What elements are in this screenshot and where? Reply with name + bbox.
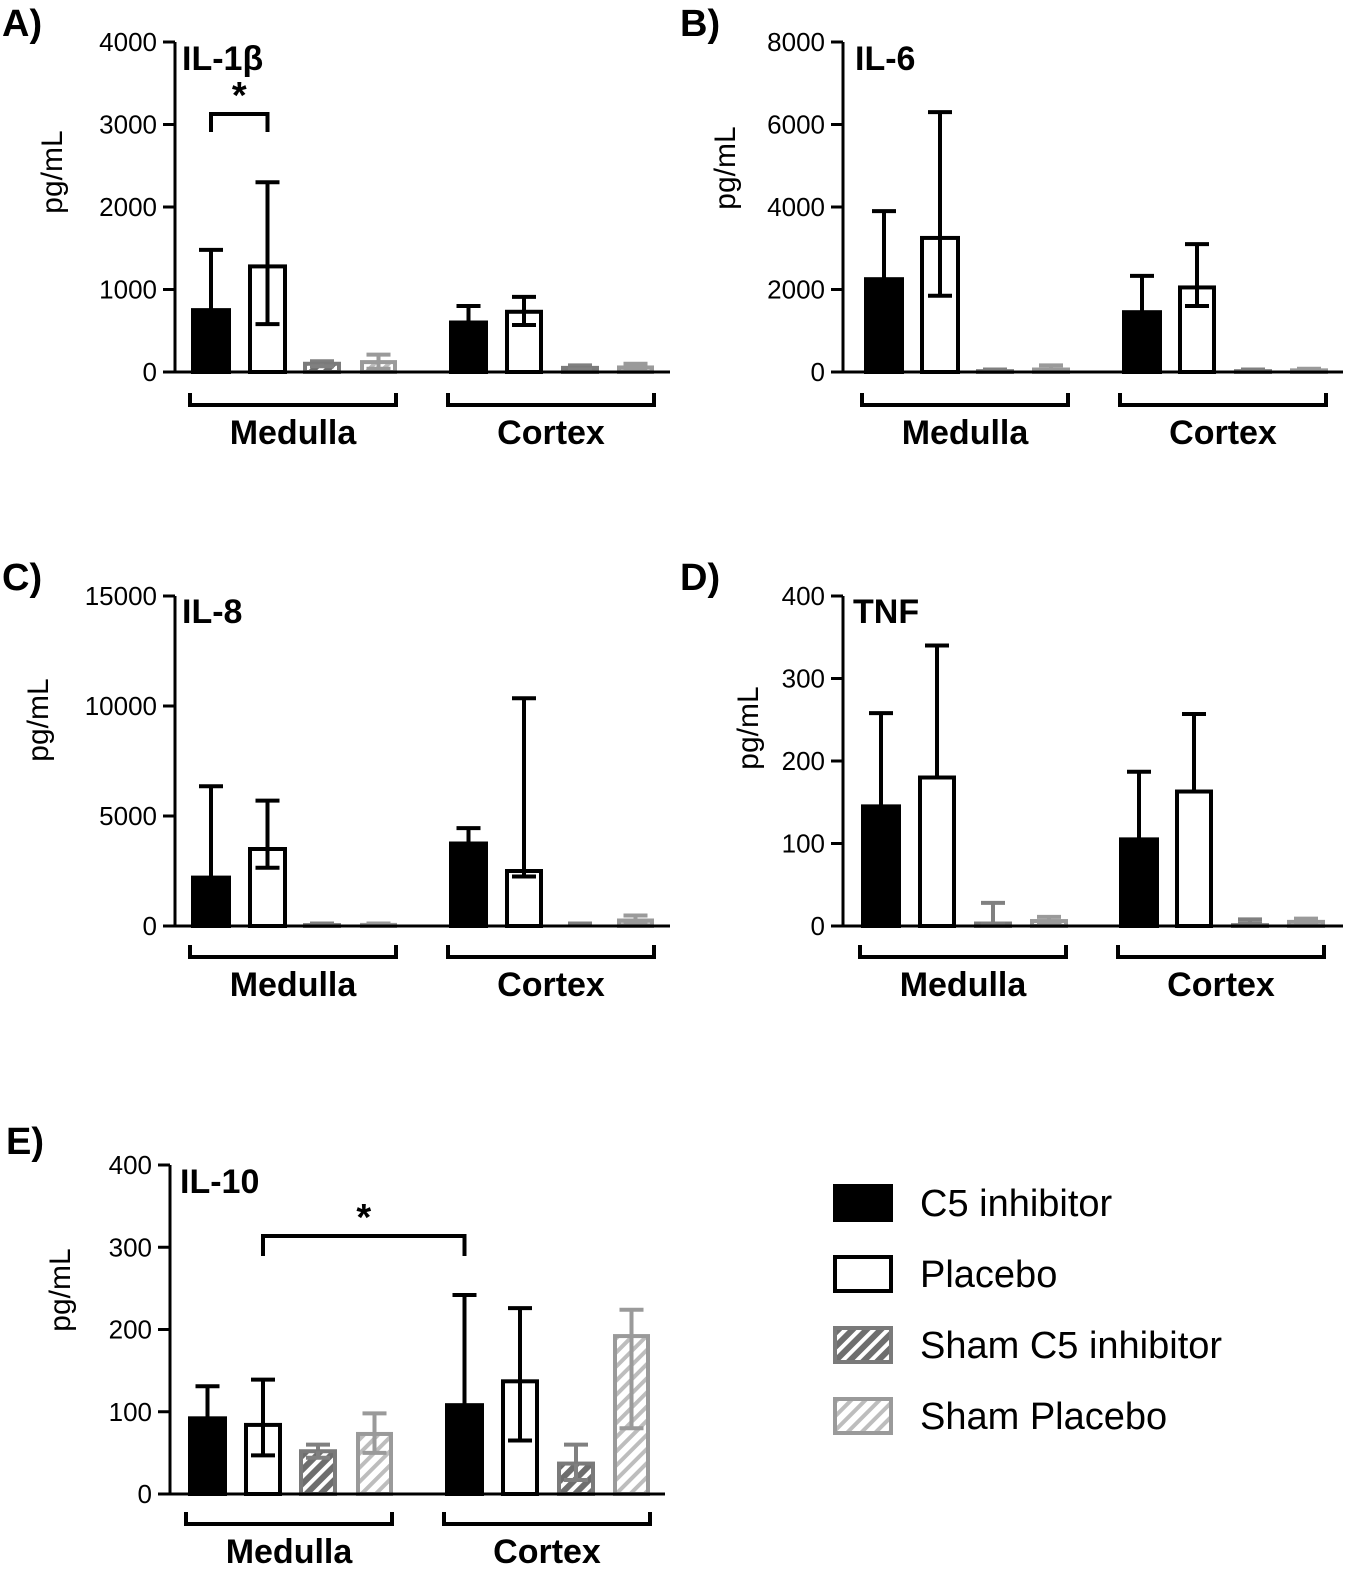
- y-axis-label: pg/mL: [732, 686, 765, 769]
- y-tick-label: 300: [782, 664, 825, 694]
- panel-letter: C): [2, 557, 42, 599]
- chart-title: TNF: [853, 593, 919, 631]
- y-tick-label: 6000: [767, 110, 825, 140]
- legend-item: Sham Placebo: [833, 1396, 1167, 1438]
- significance-bracket: [261, 1234, 467, 1256]
- y-tick-label: 3000: [99, 110, 157, 140]
- chart-title: IL-6: [855, 40, 915, 78]
- legend-item: C5 inhibitor: [833, 1183, 1113, 1225]
- legend-swatch: [833, 1184, 893, 1222]
- chart-title: IL-8: [182, 593, 242, 631]
- significance-star: *: [356, 1197, 371, 1239]
- y-tick-label: 100: [782, 829, 825, 859]
- bar: [1119, 837, 1159, 928]
- significance-star: *: [232, 75, 247, 117]
- group-bracket: [188, 393, 398, 407]
- legend-swatch: [833, 1397, 893, 1435]
- y-axis-label: pg/mL: [44, 1248, 77, 1331]
- y-tick-label: 200: [109, 1315, 152, 1345]
- bar: [445, 1403, 484, 1497]
- significance-bracket: [209, 112, 270, 132]
- chart-panel: E) IL-10 pg/mL 0 100 200 300 400 Medulla Cortex *: [6, 1121, 665, 1571]
- group-label: Cortex: [493, 1533, 601, 1571]
- panel-letter: A): [2, 3, 42, 45]
- y-tick-label: 5000: [99, 801, 157, 831]
- y-tick-label: 400: [109, 1150, 152, 1180]
- group-bracket: [1116, 945, 1326, 959]
- y-tick-label: 200: [782, 746, 825, 776]
- legend-label: Sham C5 inhibitor: [920, 1325, 1222, 1367]
- chart-title: IL-1β: [182, 40, 263, 78]
- group-bracket: [1118, 393, 1328, 407]
- group-label: Medulla: [230, 966, 358, 1004]
- y-tick-label: 300: [109, 1232, 152, 1262]
- bar: [918, 775, 956, 928]
- group-bracket: [860, 393, 1070, 407]
- group-bracket: [446, 393, 656, 407]
- legend-swatch: [833, 1255, 893, 1293]
- bar: [861, 804, 901, 928]
- group-label: Cortex: [1169, 414, 1277, 452]
- y-axis-label: pg/mL: [709, 126, 742, 209]
- bar: [449, 841, 488, 928]
- y-tick-label: 4000: [767, 192, 825, 222]
- y-axis-label: pg/mL: [36, 130, 69, 213]
- legend-label: Sham Placebo: [920, 1396, 1167, 1438]
- panel-letter: D): [680, 557, 720, 599]
- chart-panel: C) IL-8 pg/mL 0 5000 10000 15000 Medulla Cortex: [2, 557, 670, 1004]
- y-tick-label: 15000: [85, 581, 157, 611]
- y-tick-label: 0: [138, 1479, 152, 1509]
- bar: [449, 320, 488, 374]
- group-bracket: [442, 1512, 652, 1526]
- y-tick-label: 10000: [85, 691, 157, 721]
- group-label: Medulla: [900, 966, 1028, 1004]
- chart-panel: A) IL-1β pg/mL 0 1000 2000 3000 4000 Medulla Cort…: [2, 3, 670, 452]
- y-tick-label: 8000: [767, 27, 825, 57]
- group-label: Cortex: [497, 414, 605, 452]
- group-label: Cortex: [497, 966, 605, 1004]
- bar: [864, 277, 904, 374]
- chart-panel: B) IL-6 pg/mL 0 2000 4000 6000 8000 Medulla Corte…: [680, 3, 1343, 452]
- bar: [191, 308, 231, 374]
- y-tick-label: 4000: [99, 27, 157, 57]
- group-label: Medulla: [226, 1533, 354, 1571]
- y-axis-label: pg/mL: [22, 678, 55, 761]
- legend-item: Sham C5 inhibitor: [833, 1325, 1222, 1367]
- legend: C5 inhibitor Placebo Sham C5 inhibitor Sham…: [833, 1183, 1222, 1438]
- y-tick-label: 1000: [99, 275, 157, 305]
- legend-label: Placebo: [920, 1254, 1057, 1296]
- group-label: Cortex: [1167, 966, 1275, 1004]
- group-bracket: [446, 945, 656, 959]
- group-bracket: [858, 945, 1068, 959]
- panel-letter: E): [6, 1121, 44, 1163]
- bar: [188, 1416, 227, 1496]
- y-tick-label: 0: [811, 357, 825, 387]
- bar: [1122, 310, 1162, 374]
- legend-label: C5 inhibitor: [920, 1183, 1113, 1225]
- bar: [505, 869, 543, 928]
- y-tick-label: 100: [109, 1397, 152, 1427]
- chart-panel: D) TNF pg/mL 0 100 200 300 400 Medulla Cortex: [680, 557, 1343, 1004]
- group-label: Medulla: [230, 414, 358, 452]
- chart-title: IL-10: [180, 1163, 259, 1201]
- y-tick-label: 2000: [767, 275, 825, 305]
- y-tick-label: 0: [811, 911, 825, 941]
- y-tick-label: 0: [143, 357, 157, 387]
- legend-swatch: [833, 1326, 893, 1364]
- y-tick-label: 400: [782, 581, 825, 611]
- group-bracket: [188, 945, 398, 959]
- legend-item: Placebo: [833, 1254, 1057, 1296]
- y-tick-label: 0: [143, 911, 157, 941]
- y-tick-label: 2000: [99, 192, 157, 222]
- panel-letter: B): [680, 3, 720, 45]
- group-bracket: [184, 1512, 394, 1526]
- bar: [191, 875, 231, 928]
- group-label: Medulla: [902, 414, 1030, 452]
- bar: [1175, 789, 1213, 929]
